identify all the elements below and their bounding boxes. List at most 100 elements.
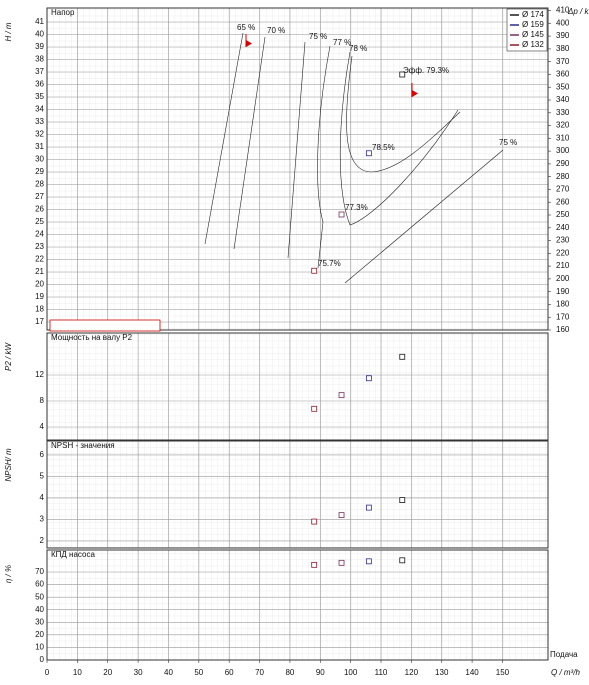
y2-tick-label: 340 [556,95,570,104]
efficiency-annotation: 75 % [499,138,517,147]
y2-tick-label: 260 [556,197,570,206]
x-tick-label: 50 [194,668,203,677]
y-tick-label: 21 [35,267,44,276]
duty-point [365,558,372,565]
duty-point [399,353,406,360]
y-tick-label: 31 [35,142,44,151]
y-tick-label: 37 [35,67,44,76]
y-tick-label: 2 [40,536,45,545]
duty-point [338,211,345,218]
y-tick-label: 34 [35,105,44,114]
y-tick-label: 19 [35,292,44,301]
x-tick-label: 120 [405,668,419,677]
y-tick-label: 30 [35,155,44,164]
duty-point [338,392,345,399]
x-tick-label: 20 [103,668,112,677]
y-axis-label: η / % [4,565,13,583]
y2-tick-label: 270 [556,185,570,194]
efficiency-annotation: 75 % [309,32,327,41]
y-tick-label: 10 [35,643,44,652]
x-tick-label: 80 [285,668,294,677]
y2-tick-label: 310 [556,133,570,142]
y-tick-label: 27 [35,192,44,201]
panel-title: КПД насоса [51,550,95,559]
efficiency-annotation: 70 % [267,26,285,35]
panel-title: Напор [51,8,75,17]
efficiency-annotation: 75.7% [318,259,341,268]
y2-tick-label: 370 [556,57,570,66]
y-axis-label: NPSH/ m [4,448,13,482]
y-tick-label: 36 [35,80,44,89]
x-tick-label: 70 [255,668,264,677]
y2-tick-label: 190 [556,287,570,296]
panel-title: Мощность на валу P2 [51,333,133,342]
x-tick-label: 30 [134,668,143,677]
x-tick-label: 100 [344,668,358,677]
y2-axis-label: Δp / kPa [567,7,589,16]
efficiency-annotation: 65 % [237,23,255,32]
x-axis-label: Q / m³/h [551,668,580,677]
duty-point [399,71,406,78]
y2-tick-label: 200 [556,274,570,283]
range-flag [412,90,418,97]
legend-label: Ø 159 [522,20,544,29]
x-tick-label: 0 [45,668,50,677]
duty-point [311,518,318,525]
y2-tick-label: 290 [556,159,570,168]
y-tick-label: 5 [40,472,45,481]
duty-point [365,375,372,382]
y-tick-label: 20 [35,630,44,639]
legend-label: Ø 145 [522,30,544,39]
efficiency-annotation: 77.3% [345,203,368,212]
y-tick-label: 3 [40,515,45,524]
y-tick-label: 32 [35,130,44,139]
legend-label: Ø 132 [522,40,544,49]
duty-point [311,405,318,412]
panel-frame [46,7,549,331]
y-tick-label: 40 [35,605,44,614]
y-tick-label: 38 [35,55,44,64]
range-box [49,319,161,332]
y2-tick-label: 350 [556,82,570,91]
y-tick-label: 30 [35,617,44,626]
y2-tick-label: 240 [556,223,570,232]
y2-tick-label: 330 [556,108,570,117]
x-tick-label: 140 [465,668,479,677]
y-tick-label: 22 [35,255,44,264]
plot-layer: 1718192021222324252627282930313233343536… [4,6,589,677]
y-tick-label: 41 [35,17,44,26]
y2-tick-label: 390 [556,31,570,40]
y2-tick-label: 230 [556,236,570,245]
y-tick-label: 0 [40,655,45,664]
y2-tick-label: 220 [556,248,570,257]
efficiency-annotation: 78.5% [372,143,395,152]
y-tick-label: 8 [40,396,45,405]
x-tick-label: 10 [73,668,82,677]
y2-tick-label: 400 [556,18,570,27]
y-tick-label: 70 [35,567,44,576]
x-tick-label: 130 [435,668,449,677]
x-tick-label: 110 [375,668,388,677]
iso-efficiency-lines [49,32,504,332]
y2-tick-label: 300 [556,146,570,155]
y-tick-label: 35 [35,92,44,101]
x-caption: Подача [550,650,578,659]
y-axis-label: P2 / kW [4,342,13,371]
y-tick-label: 18 [35,305,44,314]
y-tick-label: 4 [40,493,45,502]
y-tick-label: 29 [35,167,44,176]
y-tick-label: 33 [35,117,44,126]
panel-frame [46,440,549,549]
range-flag [246,40,252,47]
x-tick-label: 150 [496,668,510,677]
panel-frame [46,549,549,661]
y2-tick-label: 250 [556,210,570,219]
duty-point [365,504,372,511]
duty-point [399,557,406,564]
y-tick-label: 60 [35,580,44,589]
y2-tick-label: 320 [556,121,570,130]
duty-point [399,497,406,503]
duty-point [338,559,345,566]
y-tick-label: 25 [35,217,44,226]
y-tick-label: 26 [35,205,44,214]
